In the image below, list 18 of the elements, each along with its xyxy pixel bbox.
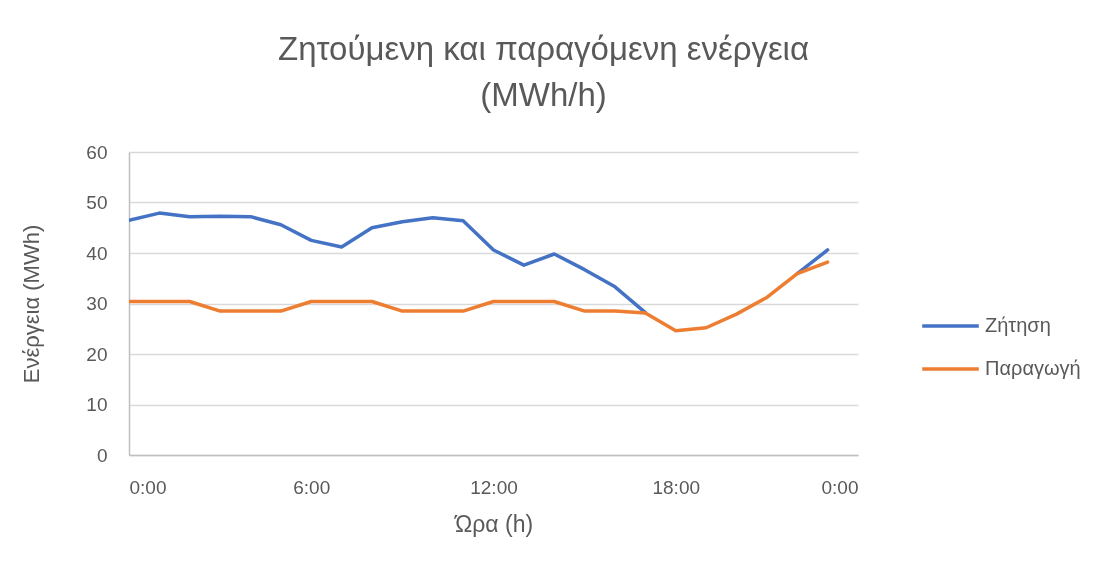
y-tick-label: 20	[86, 343, 108, 365]
y-tick-label: 0	[96, 444, 108, 466]
x-tick-label: 18:00	[652, 476, 701, 498]
y-tick-label: 50	[86, 192, 108, 213]
x-tick-label: 6:00	[293, 476, 331, 498]
legend-label: Ζήτηση	[985, 314, 1051, 336]
x-tick-label: 12:00	[470, 476, 518, 498]
chart-title: Ζητούμενη και παραγόμενη ενέργεια (MWh/h)	[277, 30, 810, 113]
x-tick-label: 0:00	[821, 476, 859, 498]
y-tick-label: 40	[86, 242, 108, 264]
y-tick-label: 30	[86, 293, 108, 314]
line-series	[129, 260, 830, 333]
x-tick-label: 0:00	[129, 476, 167, 498]
legend-label: Παραγωγή	[985, 357, 1081, 379]
y-tick-label: 10	[86, 394, 108, 415]
x-axis-title: Ώρα (h)	[453, 510, 534, 537]
y-tick-label: 60	[86, 141, 108, 163]
y-axis-title: Ενέργεια (MWh)	[19, 224, 45, 384]
